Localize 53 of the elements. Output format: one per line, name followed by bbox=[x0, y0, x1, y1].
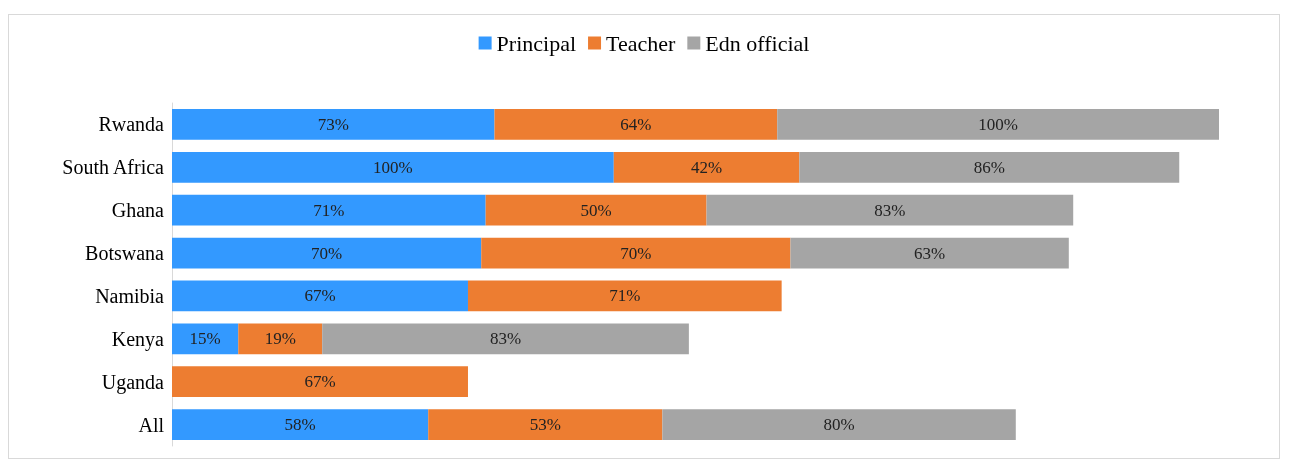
y-tick-label: Rwanda bbox=[98, 113, 165, 136]
legend-label: Edn official bbox=[705, 30, 810, 56]
y-tick-label: South Africa bbox=[62, 156, 165, 179]
bar bbox=[777, 109, 1219, 140]
bar bbox=[172, 280, 468, 312]
bar bbox=[172, 237, 482, 269]
data-label: 67% bbox=[304, 286, 336, 306]
bar bbox=[238, 323, 323, 355]
y-tick-label: Kenya bbox=[111, 327, 165, 351]
bar bbox=[706, 194, 1074, 226]
bar bbox=[172, 323, 239, 355]
data-label: 71% bbox=[609, 286, 641, 306]
data-label: 58% bbox=[284, 415, 316, 435]
data-label: 53% bbox=[529, 415, 561, 435]
data-label: 70% bbox=[311, 243, 343, 263]
data-label: 83% bbox=[874, 200, 906, 220]
data-label: 67% bbox=[304, 372, 336, 392]
bar bbox=[322, 323, 689, 355]
bar bbox=[799, 151, 1180, 183]
data-label: 83% bbox=[489, 329, 522, 349]
legend-label: Principal bbox=[496, 30, 577, 56]
data-label: 19% bbox=[264, 329, 296, 349]
bar bbox=[172, 409, 429, 440]
data-label: 64% bbox=[620, 114, 652, 134]
bar bbox=[790, 237, 1069, 269]
data-label: 100% bbox=[978, 114, 1018, 134]
y-tick-label: Uganda bbox=[101, 370, 165, 394]
data-label: 70% bbox=[620, 243, 652, 263]
bar bbox=[172, 109, 495, 140]
y-tick-label: Ghana bbox=[111, 199, 165, 222]
data-label: 80% bbox=[823, 415, 855, 435]
data-label: 100% bbox=[373, 157, 413, 177]
bar bbox=[485, 194, 707, 226]
data-label: 73% bbox=[317, 114, 349, 134]
data-label: 86% bbox=[973, 157, 1005, 177]
data-label: 50% bbox=[580, 200, 612, 220]
bar bbox=[172, 194, 486, 226]
bar bbox=[172, 151, 614, 183]
data-label: 15% bbox=[189, 329, 221, 349]
bar bbox=[467, 280, 782, 312]
bar bbox=[494, 109, 778, 140]
y-tick-label: All bbox=[138, 413, 165, 436]
y-tick-label: Botswana bbox=[85, 242, 165, 265]
data-label: 42% bbox=[690, 157, 723, 177]
data-label: 71% bbox=[313, 200, 345, 220]
y-tick-label: Namibia bbox=[95, 284, 165, 307]
bar bbox=[481, 237, 791, 269]
data-label: 63% bbox=[914, 243, 946, 263]
bar bbox=[662, 409, 1016, 440]
legend-label: Teacher bbox=[606, 30, 676, 56]
bar bbox=[172, 366, 468, 398]
bar bbox=[613, 151, 800, 183]
bar bbox=[428, 409, 663, 440]
